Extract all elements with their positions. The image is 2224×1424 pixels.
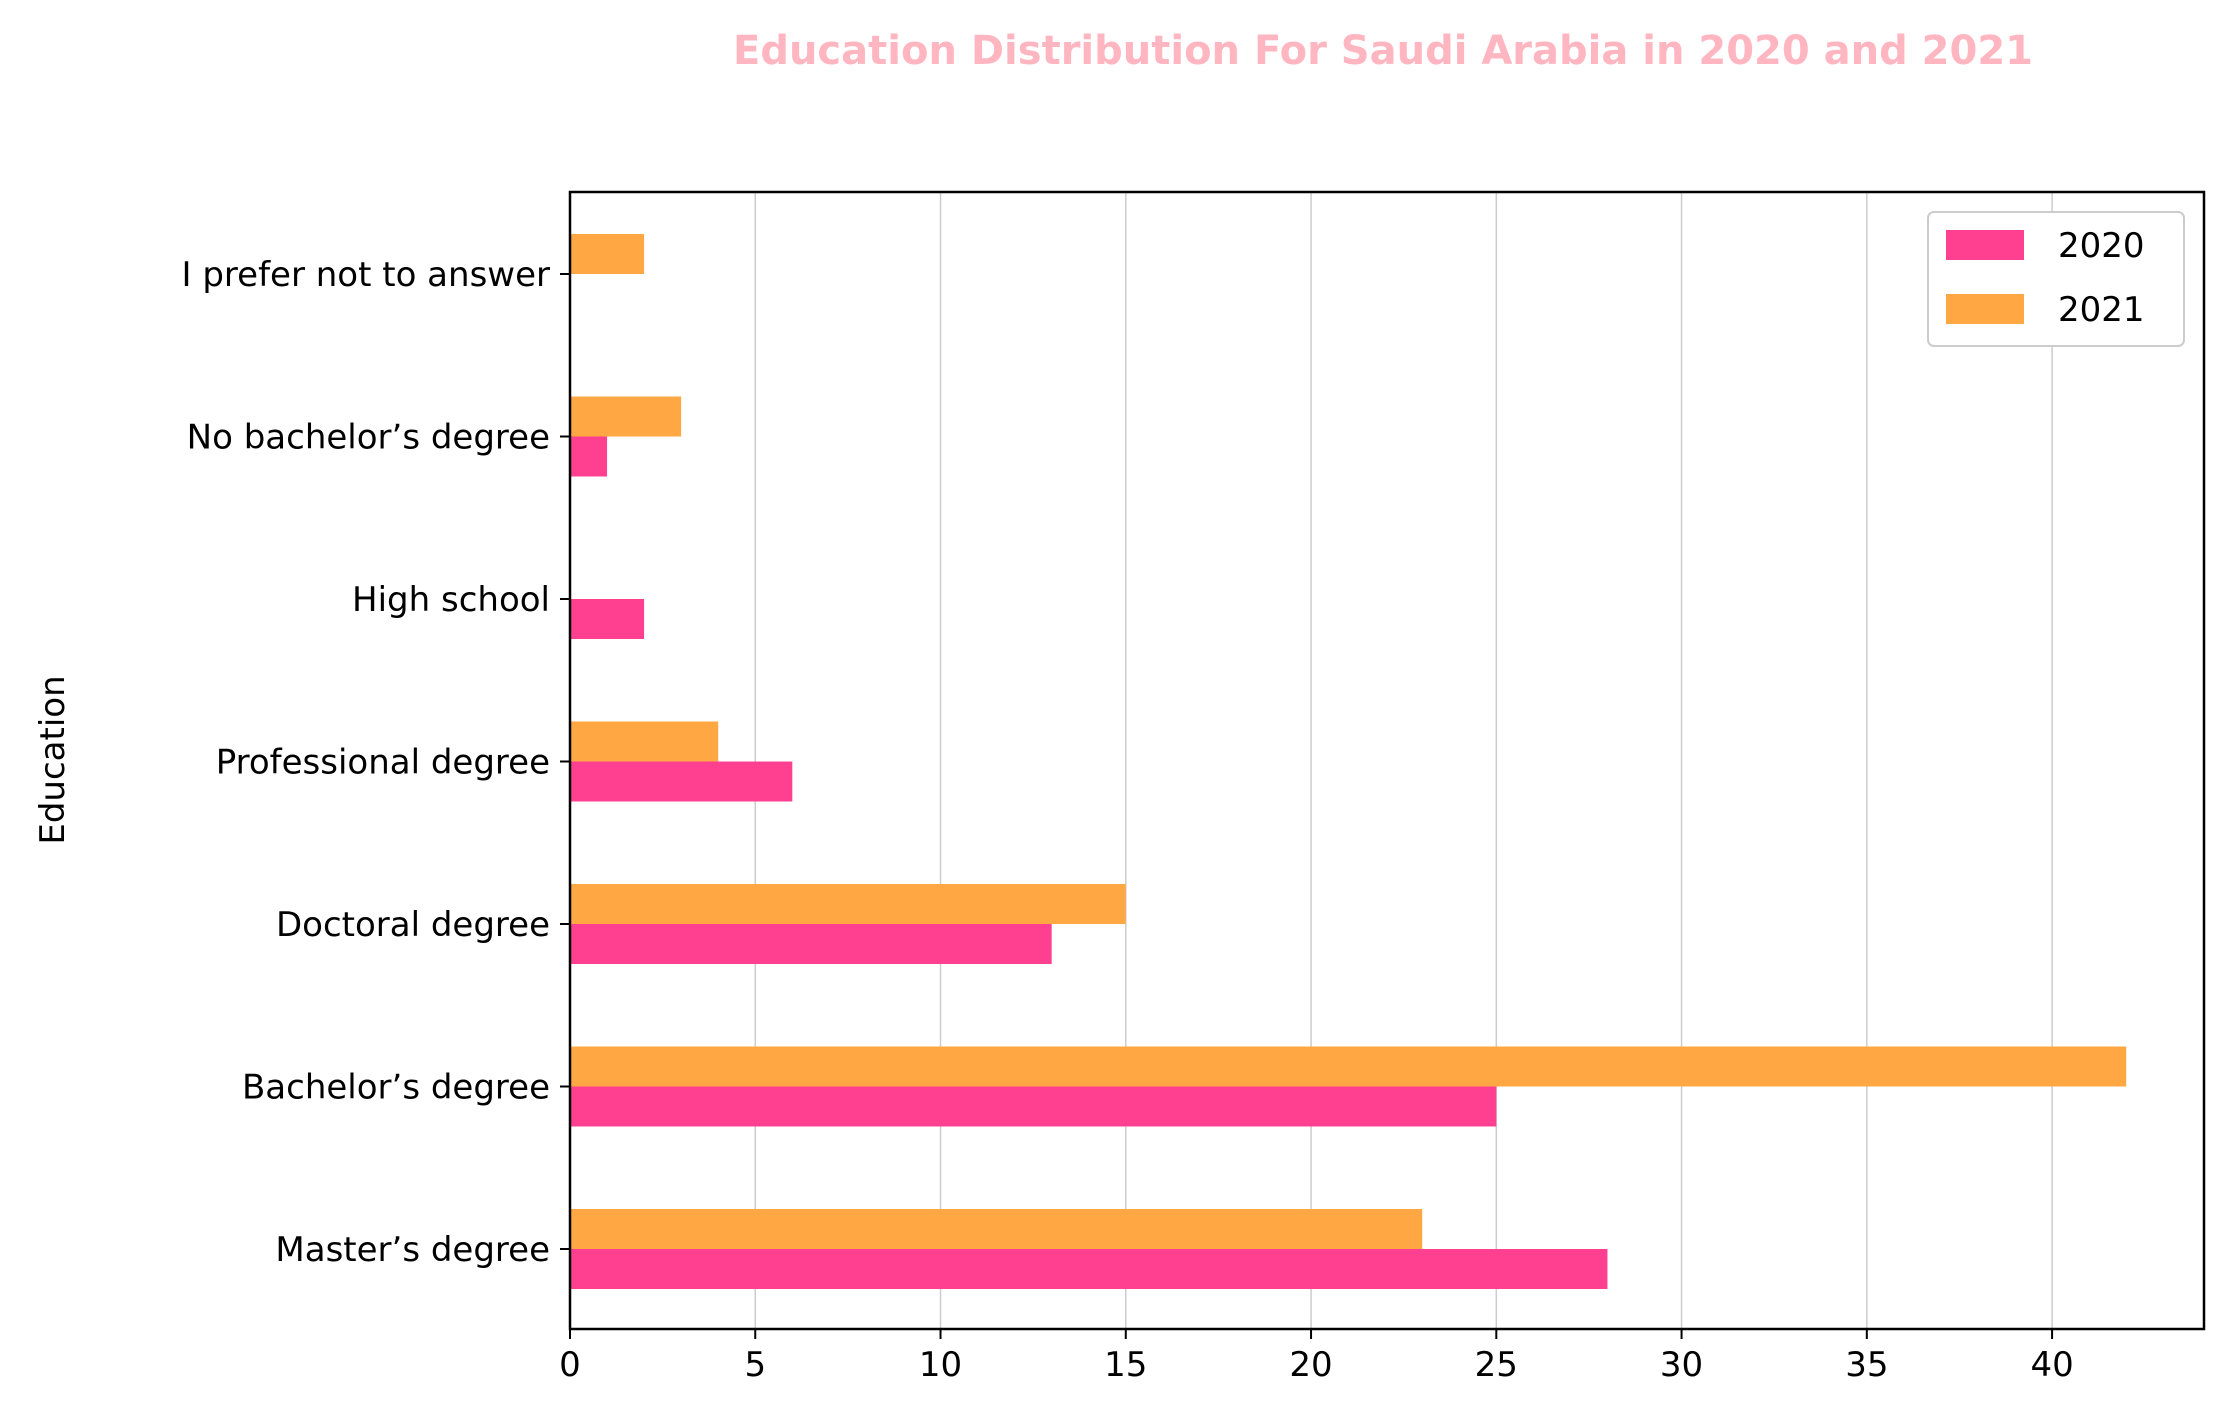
bars — [570, 234, 2127, 1289]
plot-area-frame — [568, 190, 2206, 1331]
y-tick-label-2: Doctoral degree — [276, 905, 550, 945]
y-tick-label-5: No bachelor’s degree — [187, 418, 550, 458]
x-tick-label-4: 20 — [1289, 1345, 1332, 1385]
x-axis: 0 5 10 15 20 25 30 35 40 — [559, 1329, 2074, 1385]
x-tick-label-0: 0 — [559, 1345, 581, 1385]
bar-2020-1 — [570, 1086, 1497, 1127]
x-tick-label-6: 30 — [1660, 1345, 1703, 1385]
legend-label-2021: 2021 — [2058, 290, 2145, 330]
y-tick-label-0: Master’s degree — [275, 1230, 550, 1270]
legend: 2020 2021 — [1927, 211, 2185, 347]
x-tick-label-1: 5 — [744, 1345, 766, 1385]
legend-swatch-2020 — [1946, 230, 2024, 260]
x-tick-label-8: 40 — [2030, 1345, 2073, 1385]
bar-2020-2 — [570, 924, 1052, 964]
y-tick-label-4: High school — [352, 580, 550, 620]
legend-swatch-2021 — [1946, 294, 2024, 324]
bar-2021-2 — [570, 884, 1126, 924]
y-axis-title: Education — [33, 675, 73, 844]
y-tick-label-6: I prefer not to answer — [182, 255, 550, 295]
bar-2020-3 — [570, 761, 793, 802]
bar-2021-1 — [570, 1046, 2127, 1087]
x-tick-label-3: 15 — [1104, 1345, 1147, 1385]
bar-2021-6 — [570, 234, 645, 274]
y-tick-label-3: Professional degree — [216, 743, 550, 783]
bar-2021-3 — [570, 721, 719, 762]
bar-2021-5 — [570, 396, 682, 437]
chart-title: Education Distribution For Saudi Arabia … — [733, 28, 2033, 74]
y-tick-label-1: Bachelor’s degree — [242, 1068, 550, 1108]
bar-2021-0 — [570, 1209, 1423, 1249]
y-axis: Master’s degree Bachelor’s degree Doctoral… — [182, 255, 570, 1270]
bar-2020-4 — [570, 599, 645, 639]
bar-2020-0 — [570, 1249, 1608, 1289]
x-tick-label-5: 25 — [1475, 1345, 1518, 1385]
x-tick-label-7: 35 — [1845, 1345, 1888, 1385]
bar-2020-5 — [570, 436, 608, 477]
x-tick-label-2: 10 — [919, 1345, 962, 1385]
legend-label-2020: 2020 — [2058, 226, 2145, 266]
grid-lines — [754, 192, 2053, 1329]
